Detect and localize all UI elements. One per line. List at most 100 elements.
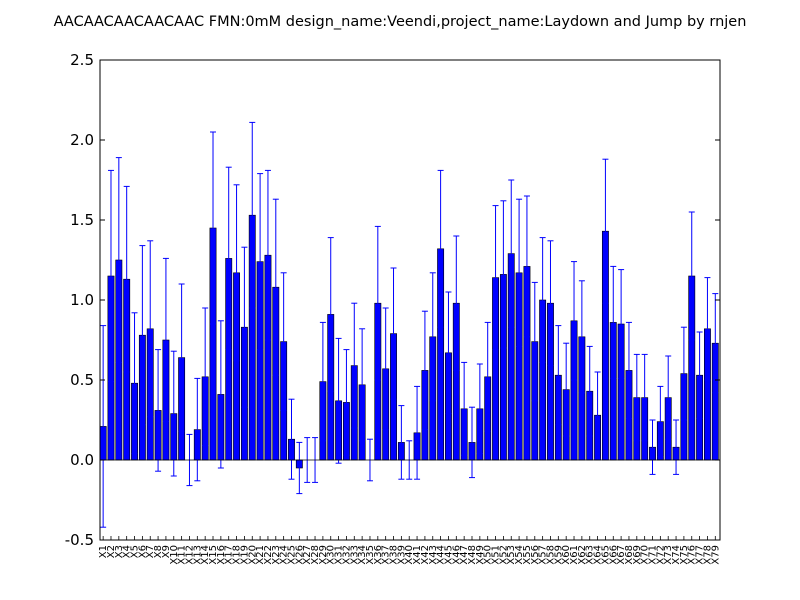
y-tick-label: 1.0 [70, 291, 94, 309]
x-tick-label: X64 [593, 545, 604, 565]
x-tick-label: X32 [341, 545, 352, 565]
x-tick-label: X9 [161, 545, 172, 558]
x-tick-label: X63 [585, 545, 596, 565]
error-bar-x75 [680, 326, 687, 421]
y-tick-label: 2.5 [70, 51, 94, 69]
error-bar-x34 [359, 328, 366, 442]
x-tick-label: X37 [381, 545, 392, 565]
x-tick-label: X42 [420, 545, 431, 565]
error-bar-x56 [531, 281, 538, 402]
y-tick-label: 0.0 [70, 451, 94, 469]
x-tick-label: X2 [106, 545, 117, 558]
error-bar-x73 [665, 355, 672, 440]
x-tick-label: X60 [561, 545, 572, 565]
x-tick-label: X56 [530, 545, 541, 565]
error-bar-x57 [539, 237, 546, 363]
error-bar-x70 [641, 353, 648, 442]
error-bar-x72 [657, 385, 664, 458]
x-tick-label: X16 [216, 545, 227, 565]
error-bar-x39 [398, 405, 405, 480]
plot-area [99, 121, 720, 528]
x-tick-label: X8 [153, 545, 164, 558]
error-bar-x42 [421, 310, 428, 431]
x-tick-label: X46 [451, 545, 462, 565]
error-bar-x36 [374, 225, 381, 381]
error-bar-x65 [602, 158, 609, 304]
error-bar-x3 [115, 157, 122, 363]
x-tick-label: X59 [553, 545, 564, 565]
x-tick-label: X57 [538, 545, 549, 565]
x-tick-label: X58 [545, 545, 556, 565]
error-bar-x66 [610, 265, 617, 379]
x-tick-label: X14 [200, 545, 211, 565]
error-bar-x31 [335, 337, 342, 464]
x-tick-label: X50 [483, 545, 494, 565]
x-tick-label: X51 [491, 545, 502, 565]
error-bar-x44 [437, 169, 444, 328]
y-tick-label: 2.0 [70, 131, 94, 149]
x-tick-label: X79 [710, 545, 721, 565]
error-bar-x52 [500, 200, 507, 349]
x-tick-label: X53 [506, 545, 517, 565]
x-tick-label: X73 [663, 545, 674, 565]
error-bar-x54 [516, 198, 523, 347]
error-bar-x24 [280, 272, 287, 411]
error-bar-x18 [233, 184, 240, 362]
y-tick-label: 1.5 [70, 211, 94, 229]
x-tick-label: X23 [271, 545, 282, 565]
x-tick-label: X30 [326, 545, 337, 565]
error-bar-x55 [523, 195, 530, 338]
x-tick-label: X3 [114, 545, 125, 558]
error-bar-x22 [264, 169, 271, 341]
x-tick-label: X7 [145, 545, 156, 558]
x-tick-label: X17 [224, 545, 235, 565]
error-bar-x46 [453, 235, 460, 371]
x-tick-label: X78 [702, 545, 713, 565]
error-bar-x10 [170, 350, 177, 477]
error-bar-x30 [327, 237, 334, 392]
x-tick-label: X19 [239, 545, 250, 565]
y-tick-label: -0.5 [65, 531, 94, 549]
error-bar-x61 [571, 261, 578, 381]
error-bar-x7 [147, 240, 154, 418]
x-tick-label: X55 [522, 545, 533, 565]
error-bar-x6 [139, 245, 146, 426]
error-bar-x68 [625, 321, 632, 419]
x-tick-label: X5 [130, 545, 141, 558]
x-tick-label: X11 [177, 545, 188, 565]
x-tick-label: X45 [443, 545, 454, 565]
error-bar-x14 [202, 307, 209, 447]
x-tick-label: X10 [169, 545, 180, 565]
error-bar-x43 [429, 272, 436, 402]
error-bar-x17 [225, 166, 232, 351]
error-bar-x53 [508, 179, 515, 328]
error-bar-x9 [162, 257, 169, 423]
chart-title: AACAACAACAACAAC FMN:0mM design_name:Veen… [54, 14, 747, 30]
error-bar-x37 [382, 307, 389, 431]
x-tick-label: X54 [514, 545, 525, 565]
error-bar-x59 [555, 325, 562, 426]
error-bar-x45 [445, 291, 452, 415]
x-tick-label: X77 [695, 545, 706, 565]
error-bar-x50 [484, 321, 491, 432]
error-bar-x58 [547, 240, 554, 367]
plot-frame [99, 59, 721, 541]
x-tick-label: X61 [569, 545, 580, 565]
error-bar-x21 [257, 173, 264, 351]
error-bar-x78 [704, 277, 711, 381]
x-tick-label: X38 [389, 545, 400, 565]
x-tick-label: X71 [648, 545, 659, 565]
error-bar-x63 [586, 345, 593, 437]
x-tick-label: X70 [640, 545, 651, 565]
x-tick-label: X66 [608, 545, 619, 565]
x-tick-label: X1 [98, 545, 109, 558]
error-bar-x33 [351, 302, 358, 429]
x-tick-label: X31 [334, 545, 345, 565]
x-tick-label: X12 [184, 545, 195, 565]
y-tick-label: 0.5 [70, 371, 94, 389]
error-bar-x48 [469, 406, 475, 479]
error-bar-x2 [107, 169, 114, 383]
error-bar-x71 [649, 419, 656, 475]
